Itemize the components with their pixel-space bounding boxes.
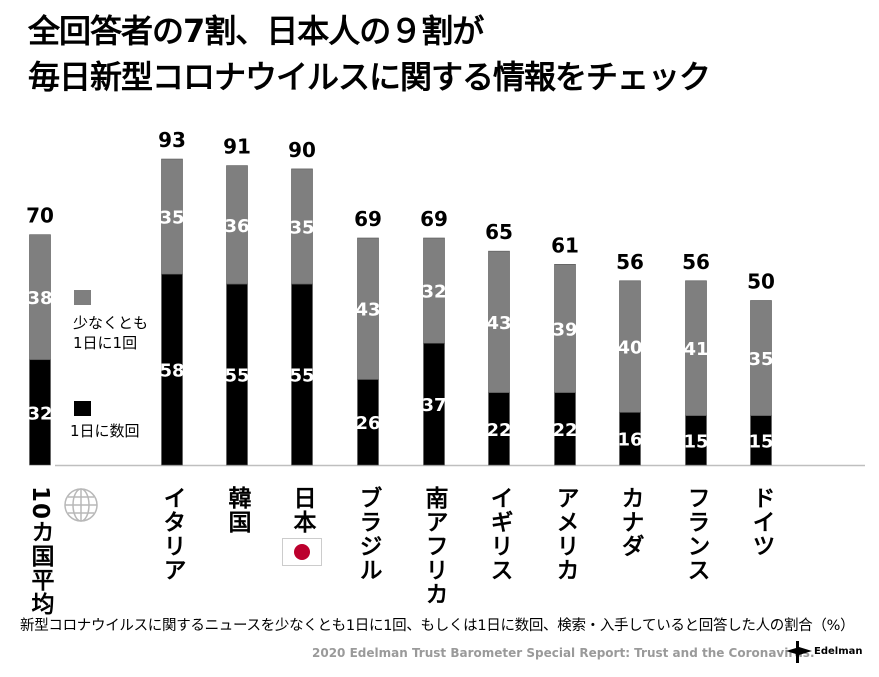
total-label: 93	[158, 128, 186, 152]
data-label: 43	[355, 300, 380, 321]
bar-segment	[161, 158, 183, 275]
data-label: 39	[552, 319, 577, 340]
total-label: 91	[223, 135, 251, 159]
data-label: 36	[224, 216, 249, 237]
category-label: ドイツ	[748, 486, 774, 558]
legend-label-black: 1日に数回	[70, 422, 140, 440]
legend-gray-line2: 1日に1回	[73, 334, 138, 352]
data-label: 35	[289, 217, 314, 238]
source-credit: 2020 Edelman Trust Barometer Special Rep…	[312, 646, 815, 660]
total-label: 90	[288, 138, 316, 162]
data-label: 16	[617, 430, 642, 451]
data-label: 37	[421, 395, 446, 416]
total-label: 69	[354, 207, 382, 231]
globe-icon	[64, 488, 98, 522]
data-label: 32	[421, 282, 446, 303]
category-label: 韓国	[224, 486, 250, 534]
bar-segment	[291, 168, 313, 285]
category-label: ブラジル	[355, 486, 381, 582]
data-label: 40	[617, 338, 642, 359]
total-label: 70	[26, 204, 54, 228]
category-label: 10カ国平均	[27, 486, 53, 617]
category-label: フランス	[683, 486, 709, 582]
data-label: 35	[159, 208, 184, 229]
data-label: 55	[289, 366, 314, 387]
category-label: アメリカ	[552, 486, 578, 582]
category-label: 南アフリカ	[421, 486, 447, 606]
bar-segment	[685, 280, 707, 416]
data-label: 41	[683, 339, 708, 360]
footnote: 新型コロナウイルスに関するニュースを少なくとも1日に1回、もしくは1日に数回、検…	[20, 618, 855, 634]
bar-segment	[226, 165, 248, 285]
total-label: 50	[747, 270, 775, 294]
bar-segment	[750, 300, 772, 416]
edelman-logo-text: Edelman	[814, 645, 863, 657]
data-label: 22	[486, 420, 511, 441]
data-label: 15	[748, 431, 773, 452]
bar-segment	[423, 237, 445, 344]
data-label: 26	[355, 413, 380, 434]
data-label: 58	[159, 361, 184, 382]
data-label: 32	[27, 403, 52, 424]
data-label: 15	[683, 431, 708, 452]
legend-label-gray: 少なくとも 1日に1回	[73, 313, 148, 353]
data-label: 35	[748, 349, 773, 370]
bar-segment	[357, 237, 379, 380]
data-label: 43	[486, 313, 511, 334]
category-label: イタリア	[159, 486, 185, 582]
total-label: 65	[485, 220, 513, 244]
bar-segment	[488, 250, 510, 393]
category-label: カナダ	[617, 486, 643, 558]
data-label: 22	[552, 420, 577, 441]
legend-swatch-gray	[74, 290, 91, 305]
data-label: 55	[224, 366, 249, 387]
total-label: 69	[420, 207, 448, 231]
japan-flag-icon	[282, 538, 322, 566]
bar-segment	[619, 280, 641, 413]
total-label: 56	[616, 250, 644, 274]
bar-segment	[554, 264, 576, 393]
edelman-logo-icon	[786, 641, 812, 663]
stacked-bar-chart: 32 38 70 58 35 93 55 36 91 55 35 90 26 43 69 37 32 69 22 43…	[26, 128, 865, 467]
category-label: イギリス	[486, 486, 512, 582]
legend-swatch-black	[74, 401, 91, 416]
title-line-1: 全回答者の7割、日本人の９割が	[28, 12, 484, 50]
category-label: 日本	[289, 486, 315, 534]
bar-segment	[29, 234, 51, 361]
chart-title: 全回答者の7割、日本人の９割が 毎日新型コロナウイルスに関する情報をチェック	[28, 8, 711, 100]
total-label: 61	[551, 233, 579, 257]
total-label: 56	[682, 250, 710, 274]
data-label: 38	[27, 288, 52, 309]
title-line-2: 毎日新型コロナウイルスに関する情報をチェック	[28, 58, 711, 96]
legend-gray-line1: 少なくとも	[73, 314, 149, 332]
edelman-logo: Edelman	[786, 639, 863, 663]
